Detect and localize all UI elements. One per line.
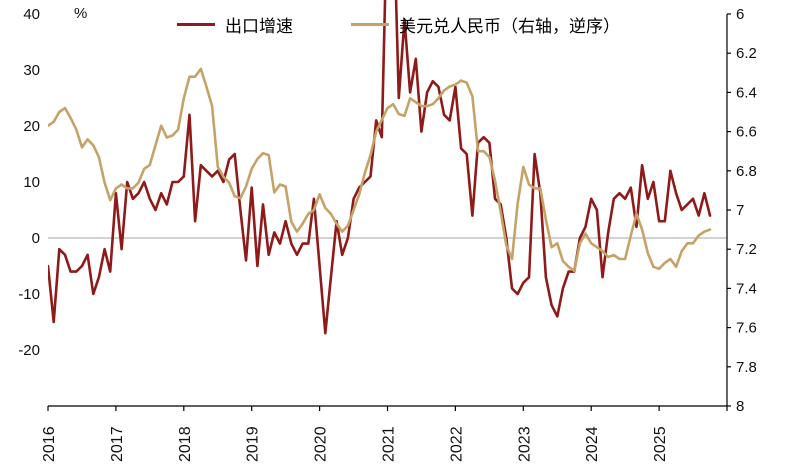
svg-text:10: 10 [23, 174, 40, 191]
svg-text:7.6: 7.6 [736, 320, 757, 337]
svg-text:7.2: 7.2 [736, 241, 757, 258]
svg-text:6.2: 6.2 [736, 45, 757, 62]
svg-text:2023: 2023 [516, 426, 533, 462]
svg-text:7.8: 7.8 [736, 359, 757, 376]
svg-text:-10: -10 [18, 286, 40, 303]
svg-text:2022: 2022 [448, 426, 465, 462]
svg-text:0: 0 [32, 230, 40, 247]
svg-text:20: 20 [23, 118, 40, 135]
svg-text:2025: 2025 [652, 426, 669, 462]
svg-text:2016: 2016 [41, 426, 58, 462]
svg-text:6.8: 6.8 [736, 163, 757, 180]
svg-text:8: 8 [736, 398, 744, 415]
svg-text:2019: 2019 [245, 426, 262, 462]
svg-text:40: 40 [23, 6, 40, 23]
svg-text:6.6: 6.6 [736, 124, 757, 141]
svg-text:2017: 2017 [109, 426, 126, 462]
svg-text:2024: 2024 [584, 426, 601, 462]
svg-text:30: 30 [23, 62, 40, 79]
svg-text:6: 6 [736, 6, 744, 23]
svg-text:2018: 2018 [177, 426, 194, 462]
svg-text:2021: 2021 [381, 426, 398, 462]
svg-text:7.4: 7.4 [736, 280, 757, 297]
svg-text:-20: -20 [18, 342, 40, 359]
svg-text:6.4: 6.4 [736, 84, 757, 101]
left-axis-unit-label: % [74, 5, 88, 22]
svg-text:7: 7 [736, 202, 744, 219]
svg-text:2020: 2020 [313, 426, 330, 462]
